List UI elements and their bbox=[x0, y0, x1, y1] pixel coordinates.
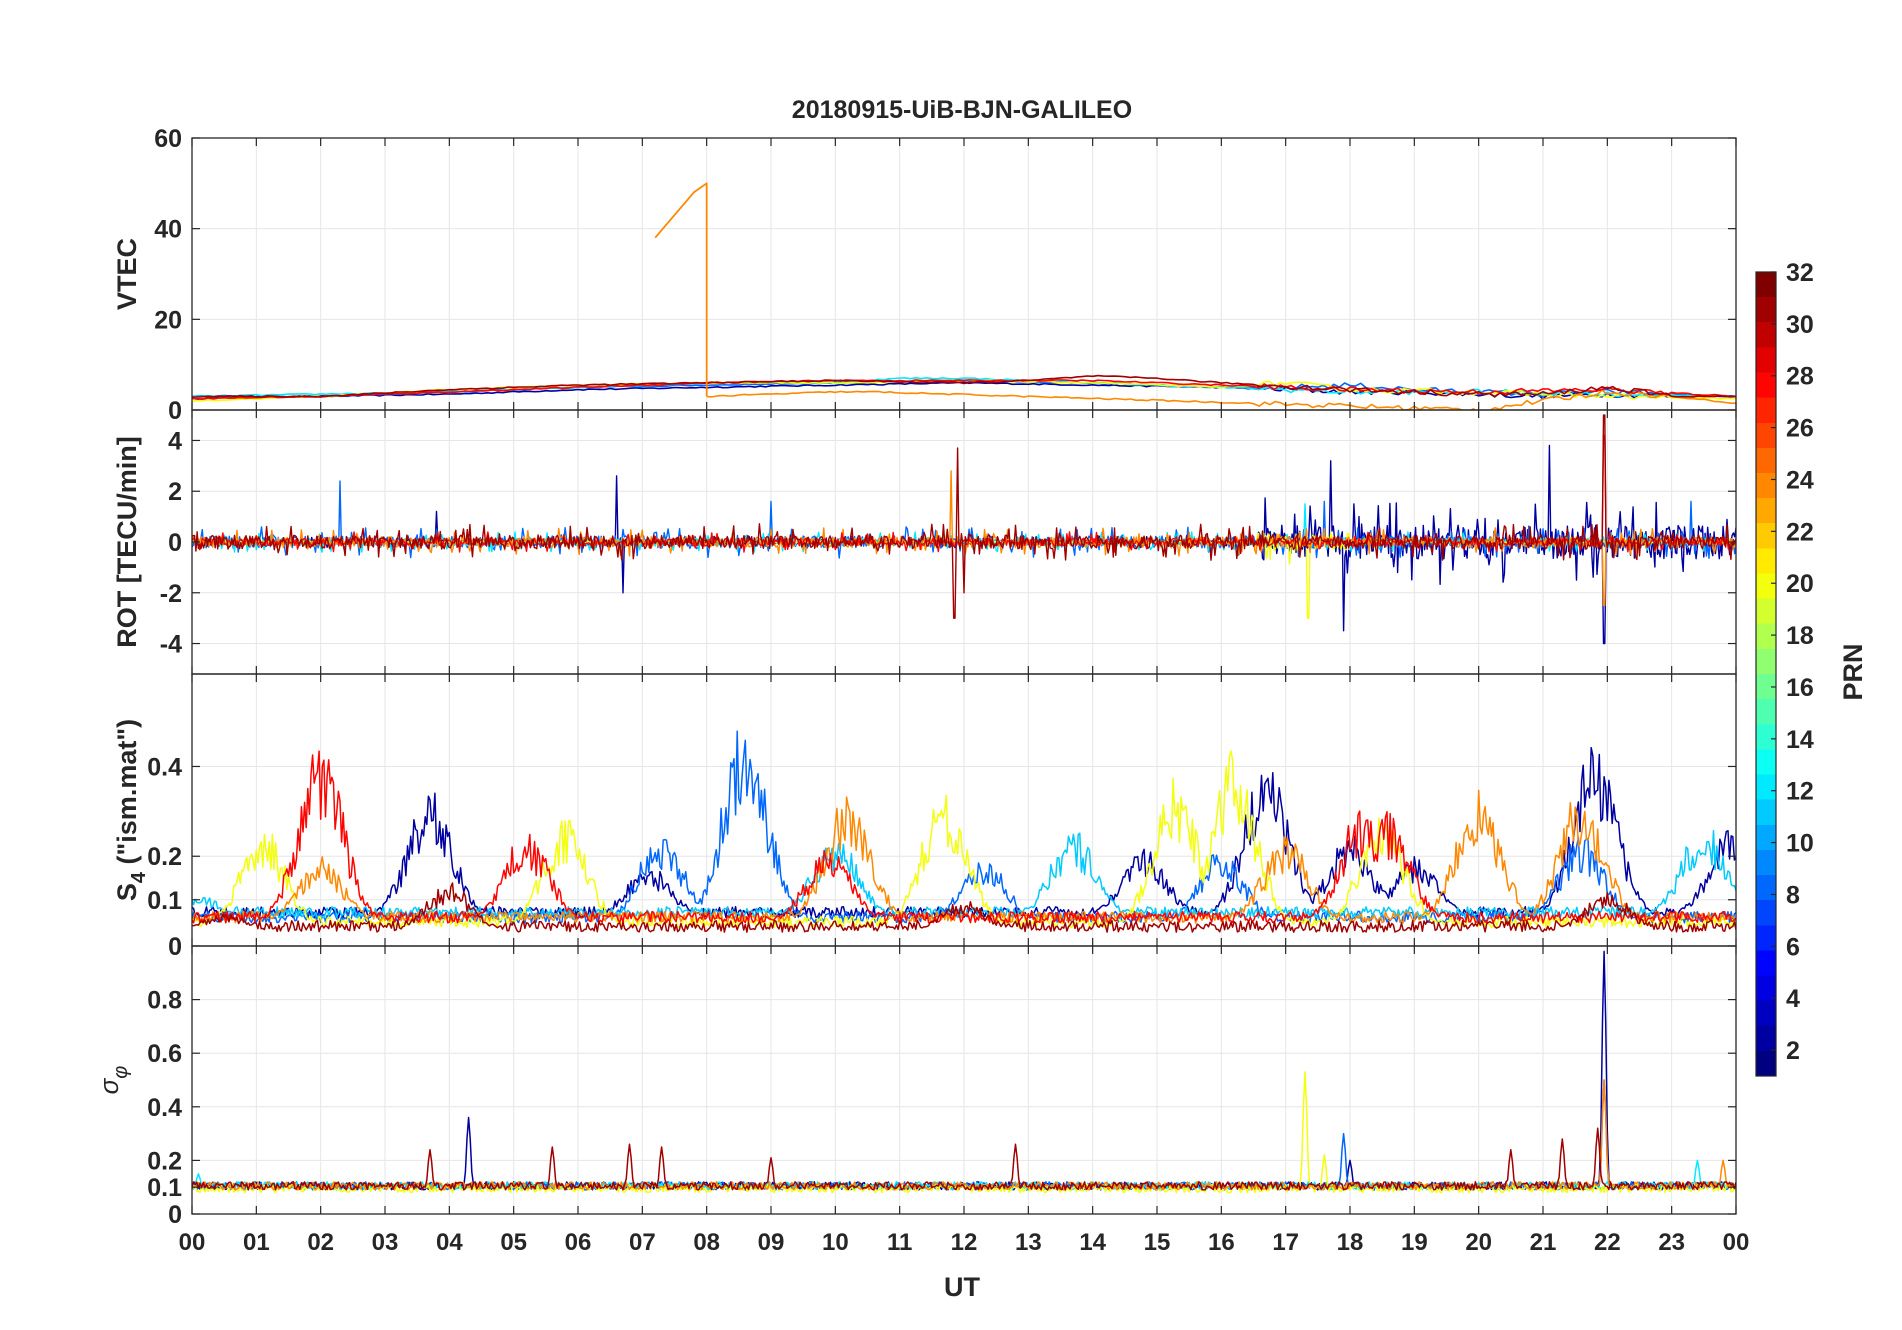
colorbar-tick-label: 32 bbox=[1786, 259, 1814, 287]
ylabel-sub: φ bbox=[110, 1066, 132, 1079]
colorbar-tick-label: 8 bbox=[1786, 881, 1800, 909]
x-tick-label: 10 bbox=[822, 1229, 849, 1256]
y-tick-label: 0 bbox=[168, 933, 182, 961]
x-tick-label: 05 bbox=[500, 1229, 527, 1256]
x-tick-label: 02 bbox=[307, 1229, 334, 1256]
y-tick-label: 40 bbox=[154, 216, 182, 244]
y-tick-label: -2 bbox=[160, 580, 182, 608]
y-tick-label: 0 bbox=[168, 1201, 182, 1229]
y-tick-label: 0.1 bbox=[147, 887, 182, 915]
colorbar-tick-label: 26 bbox=[1786, 415, 1814, 443]
colorbar-tick-label: 24 bbox=[1786, 466, 1814, 494]
vtec-spike-prn-24 bbox=[654, 182, 708, 397]
x-tick-label: 19 bbox=[1401, 1229, 1428, 1256]
x-tick-label: 22 bbox=[1594, 1229, 1621, 1256]
x-tick-label: 16 bbox=[1208, 1229, 1235, 1256]
sigma-series-prn-31 bbox=[192, 1127, 1736, 1191]
vtec-series-prn-31 bbox=[192, 374, 1736, 398]
x-tick-label: 00 bbox=[179, 1229, 206, 1256]
colorbar-tick-label: 12 bbox=[1786, 778, 1814, 806]
colorbar-tick-label: 28 bbox=[1786, 363, 1814, 391]
x-tick-label: 18 bbox=[1337, 1229, 1364, 1256]
x-tick-label: 00 bbox=[1723, 1229, 1750, 1256]
vtec-series-prn-2 bbox=[192, 381, 1736, 400]
x-tick-label: 14 bbox=[1079, 1229, 1106, 1256]
rot-series-prn-31 bbox=[192, 414, 1736, 619]
x-tick-label: 17 bbox=[1272, 1229, 1299, 1256]
x-tick-label: 01 bbox=[243, 1229, 270, 1256]
y-tick-label: 0.4 bbox=[147, 753, 182, 781]
y-tick-label: 20 bbox=[154, 306, 182, 334]
ylabel-main: σ bbox=[94, 1077, 124, 1094]
y-tick-label: 0.1 bbox=[147, 1174, 182, 1202]
colorbar-tick-label: 4 bbox=[1786, 985, 1800, 1013]
x-axis-label: UT bbox=[944, 1272, 980, 1302]
x-tick-label: 04 bbox=[436, 1229, 463, 1256]
sigma-series-prn-24 bbox=[192, 1079, 1736, 1191]
vtec-series-prn-12 bbox=[192, 377, 1736, 398]
colorbar-bar bbox=[1755, 271, 1777, 1077]
x-tick-label: 21 bbox=[1530, 1229, 1557, 1256]
x-tick-label: 23 bbox=[1658, 1229, 1685, 1256]
x-tick-label: 06 bbox=[565, 1229, 592, 1256]
panel-4: 00.10.2 0.4 0.6 0.8 σφ bbox=[94, 945, 1737, 1229]
panel-3: 00.10.20.4S4 ("ism.mat") bbox=[112, 673, 1737, 961]
y-tick-label: -4 bbox=[160, 631, 182, 659]
panel-2-ylabel: ROT [TECU/min] bbox=[112, 436, 142, 647]
x-axis: 00 01 02 03 04 05 06 07 08 09 10 11 12 13 14 15 16 17 18 19… bbox=[179, 1229, 1750, 1256]
x-tick-label: 03 bbox=[372, 1229, 399, 1256]
y-tick-label: 0.6 bbox=[147, 1040, 182, 1068]
colorbar-tick-label: 18 bbox=[1786, 622, 1814, 650]
vtec-series-prn-28 bbox=[192, 379, 1736, 400]
colorbar-tick-label: 2 bbox=[1786, 1037, 1800, 1065]
x-tick-label: 13 bbox=[1015, 1229, 1042, 1256]
s4-series-prn-31 bbox=[192, 882, 1736, 933]
rot-series-prn-28 bbox=[192, 434, 1736, 553]
x-tick-label: 12 bbox=[951, 1229, 978, 1256]
panel-2-series bbox=[192, 414, 1736, 645]
chart-title: 20180915-UiB-BJN-GALILEO bbox=[792, 96, 1132, 124]
panel-3-ylabel: S4 ("ism.mat") bbox=[112, 719, 150, 901]
colorbar-tick-label: 6 bbox=[1786, 933, 1800, 961]
s4-series-prn-8 bbox=[192, 730, 1736, 924]
x-tick-label: 11 bbox=[887, 1229, 912, 1256]
x-tick-label: 09 bbox=[758, 1229, 785, 1256]
x-tick-label: 08 bbox=[693, 1229, 720, 1256]
panel-2: -4 -2 0 2 4 ROT [TECU/min] bbox=[112, 409, 1737, 675]
panel-4-series bbox=[192, 950, 1736, 1194]
y-tick-label: 0 bbox=[168, 397, 182, 425]
panel-1-ylabel: VTEC bbox=[112, 238, 142, 310]
colorbar-label: PRN bbox=[1838, 643, 1868, 700]
x-tick-label: 15 bbox=[1144, 1229, 1171, 1256]
y-tick-label: 60 bbox=[154, 125, 182, 153]
colorbar-tick-label: 30 bbox=[1786, 311, 1814, 339]
y-tick-label: 0 bbox=[168, 529, 182, 557]
x-tick-label: 20 bbox=[1465, 1229, 1492, 1256]
colorbar-tick-label: 10 bbox=[1786, 830, 1814, 858]
y-tick-label: 4 bbox=[168, 427, 182, 455]
y-tick-label: 0.8 bbox=[147, 987, 182, 1015]
panel-3-series bbox=[192, 730, 1736, 933]
y-tick-label: 0.2 bbox=[147, 1147, 182, 1175]
ylabel-rest: ("ism.mat") bbox=[112, 719, 142, 872]
colorbar-tick-label: 14 bbox=[1786, 726, 1814, 754]
y-tick-label: 2 bbox=[168, 478, 182, 506]
colorbar-tick-label: 22 bbox=[1786, 518, 1814, 546]
y-tick-label: 0.4 bbox=[147, 1094, 182, 1122]
ylabel-sub: 4 bbox=[128, 871, 150, 883]
y-tick-label: 0.2 bbox=[147, 843, 182, 871]
x-tick-label: 07 bbox=[629, 1229, 656, 1256]
panel-4-ylabel: σφ bbox=[94, 1066, 132, 1095]
ylabel-main: S bbox=[112, 883, 142, 901]
colorbar-tick-label: 20 bbox=[1786, 570, 1814, 598]
panel-1: 0 20 40 60 VTEC bbox=[112, 125, 1737, 425]
colorbar-tick-label: 16 bbox=[1786, 674, 1814, 702]
